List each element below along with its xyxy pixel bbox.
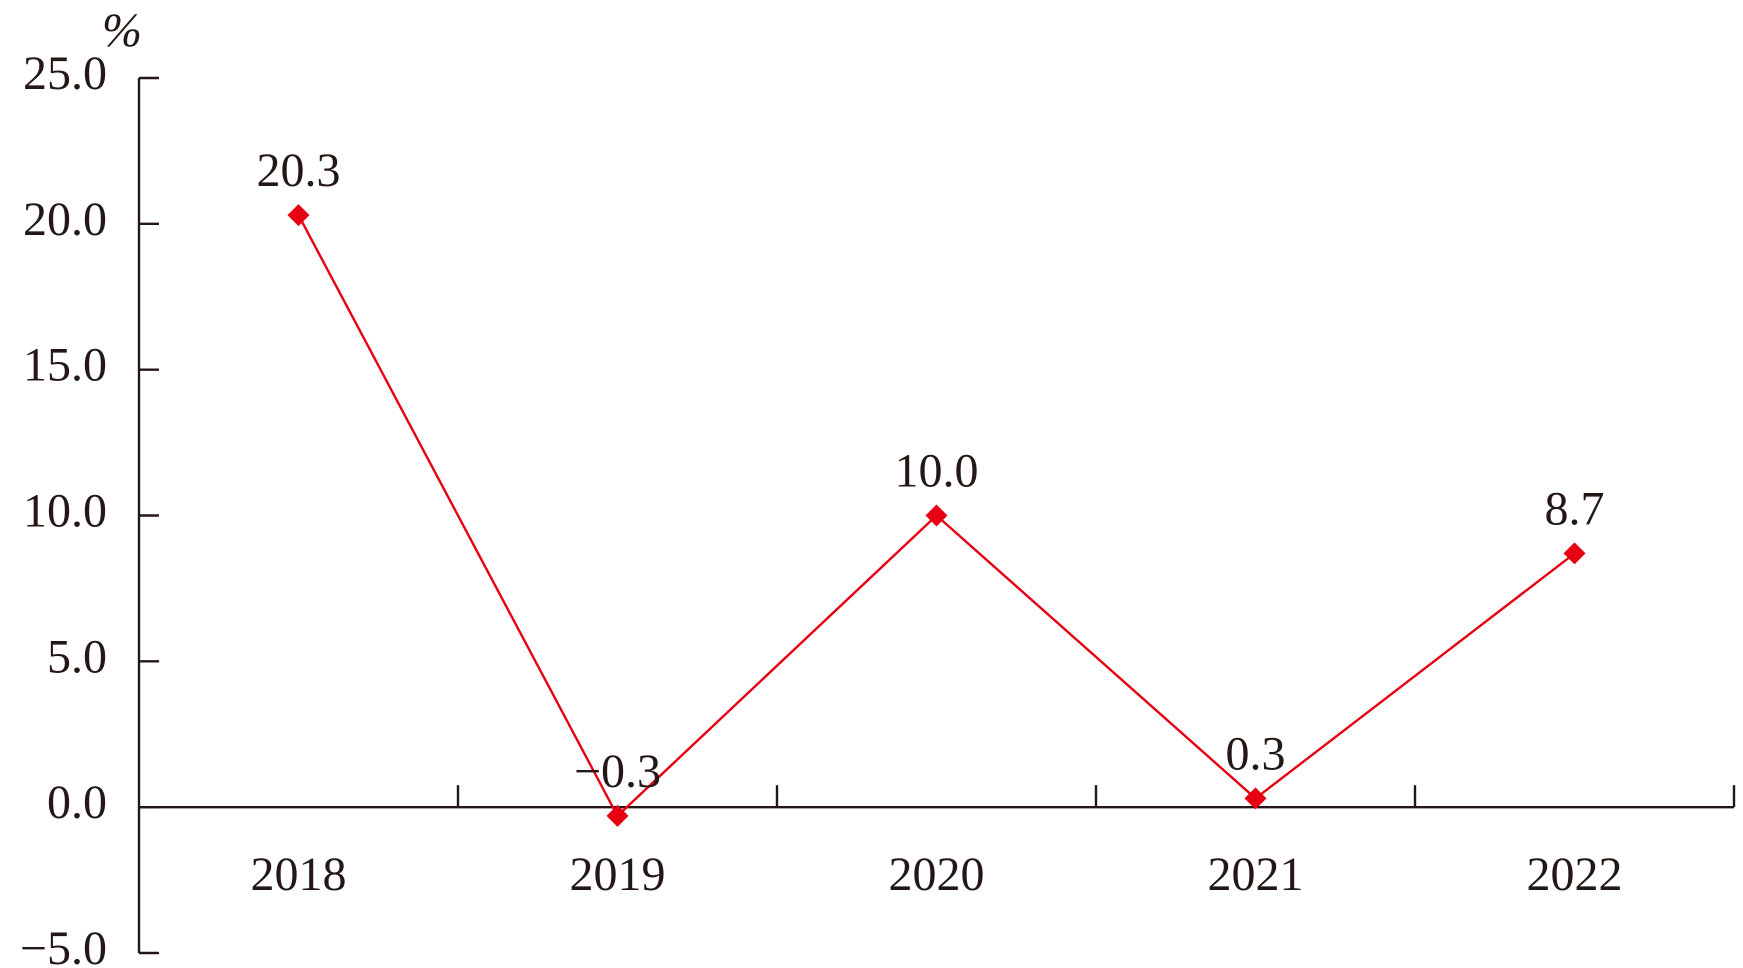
data-label: 8.7 (1545, 482, 1605, 535)
x-tick-label: 2020 (889, 848, 985, 901)
x-tick-label: 2018 (251, 848, 347, 901)
point-marker (1563, 542, 1586, 565)
data-label: 20.3 (257, 144, 341, 197)
data-label: 10.0 (895, 445, 979, 498)
point-marker (925, 504, 948, 527)
point-marker (287, 204, 310, 227)
x-tick-label: 2021 (1208, 848, 1304, 901)
y-axis-label: % (102, 4, 142, 57)
y-tick-label: 25.0 (23, 47, 107, 100)
point-marker (606, 804, 629, 827)
x-tick-label: 2022 (1527, 848, 1623, 901)
data-label: 0.3 (1226, 727, 1286, 780)
x-tick-label: 2019 (570, 848, 666, 901)
point-marker (1244, 787, 1267, 810)
y-tick-label: 10.0 (23, 485, 107, 538)
y-tick-label: −5.0 (20, 922, 107, 968)
data-label: −0.3 (574, 745, 661, 798)
y-tick-label: 20.0 (23, 193, 107, 246)
y-tick-label: 5.0 (47, 630, 107, 683)
y-tick-label: 15.0 (23, 339, 107, 392)
y-tick-label: 0.0 (47, 776, 107, 829)
